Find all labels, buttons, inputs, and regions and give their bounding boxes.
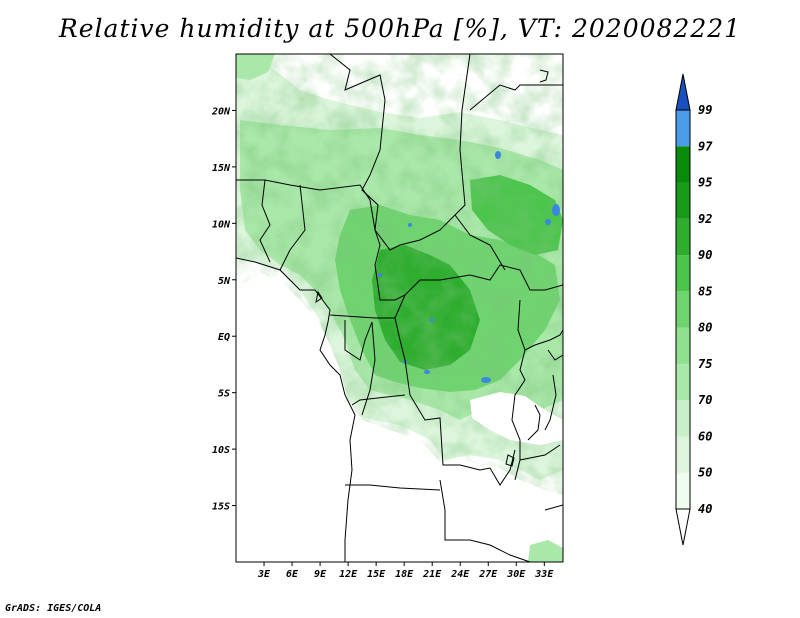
lon-tick-label: 3E <box>257 569 271 580</box>
lat-tick-label: 10N <box>212 219 231 230</box>
lon-tick-label: 12E <box>339 569 358 580</box>
map-title: Relative humidity at 500hPa [%], VT: 202… <box>58 14 742 43</box>
colorbar-label: 80 <box>698 321 712 335</box>
lon-tick-label: 9E <box>314 569 327 580</box>
rh-patch-se <box>528 540 563 562</box>
country-borders <box>236 54 563 562</box>
colorbar-label: 75 <box>698 357 712 371</box>
colorbar-frame <box>675 109 691 510</box>
colorbar-bin-low <box>675 508 691 546</box>
colorbar-label: 50 <box>698 466 712 480</box>
lat-tick-label: 20N <box>211 106 231 117</box>
colorbar-bin <box>676 363 690 401</box>
lon-tick-label: 18E <box>395 569 414 580</box>
rh-patch-nw <box>236 54 275 80</box>
lon-tick-label: 21E <box>422 569 442 580</box>
colorbar-label: 85 <box>698 284 712 298</box>
colorbar-bin <box>676 182 690 219</box>
lon-tick-label: 6E <box>286 569 299 580</box>
colorbar-label: 70 <box>698 393 712 407</box>
rh-97-specks <box>378 151 560 383</box>
lon-tick-label: 33E <box>534 569 554 580</box>
colorbar-bin <box>676 146 690 183</box>
colorbar-label: 90 <box>698 248 712 262</box>
colorbar-bin <box>676 291 690 328</box>
credit-text: GrADS: IGES/COLA <box>5 603 102 614</box>
colorbar-bin <box>676 400 690 437</box>
lon-tick-label: 27E <box>478 569 498 580</box>
lat-tick-label: EQ <box>218 332 230 343</box>
plot-frame <box>235 53 564 563</box>
colorbar-label: 92 <box>698 212 712 226</box>
colorbar-bin <box>676 110 690 147</box>
colorbar-label: 97 <box>698 139 713 153</box>
lat-tick-label: 5S <box>218 389 230 400</box>
colorbar-bin <box>676 255 690 292</box>
latitude-axis: 20N 15N 10N 5N EQ 5S 10S 15S <box>211 106 236 513</box>
colorbar-bin <box>676 472 690 509</box>
lon-tick-label: 24E <box>450 569 470 580</box>
colorbar-bin <box>676 327 690 364</box>
low-rh-southwest <box>236 272 563 562</box>
colorbar-label: 40 <box>698 502 712 516</box>
colorbar-bin <box>676 218 690 256</box>
lat-tick-label: 15S <box>212 502 230 513</box>
colorbar-label: 95 <box>698 176 712 190</box>
lon-tick-label: 15E <box>367 569 386 580</box>
humidity-field <box>236 54 563 562</box>
lat-tick-label: 10S <box>212 445 230 456</box>
low-rh-southeast <box>470 392 563 445</box>
lat-tick-label: 5N <box>218 276 231 287</box>
longitude-axis: 3E 6E 9E 12E 15E 18E 21E 24E 27E 30E 33E <box>257 562 554 580</box>
colorbar-label: 60 <box>698 429 712 443</box>
colorbar-bin-high <box>675 73 691 111</box>
colorbar-label: 99 <box>698 103 712 117</box>
lon-tick-label: 30E <box>506 569 526 580</box>
colorbar-bin <box>676 436 690 473</box>
colorbar: 40 50 60 70 75 80 85 90 92 95 97 99 <box>675 73 713 546</box>
lat-tick-label: 15N <box>212 163 231 174</box>
